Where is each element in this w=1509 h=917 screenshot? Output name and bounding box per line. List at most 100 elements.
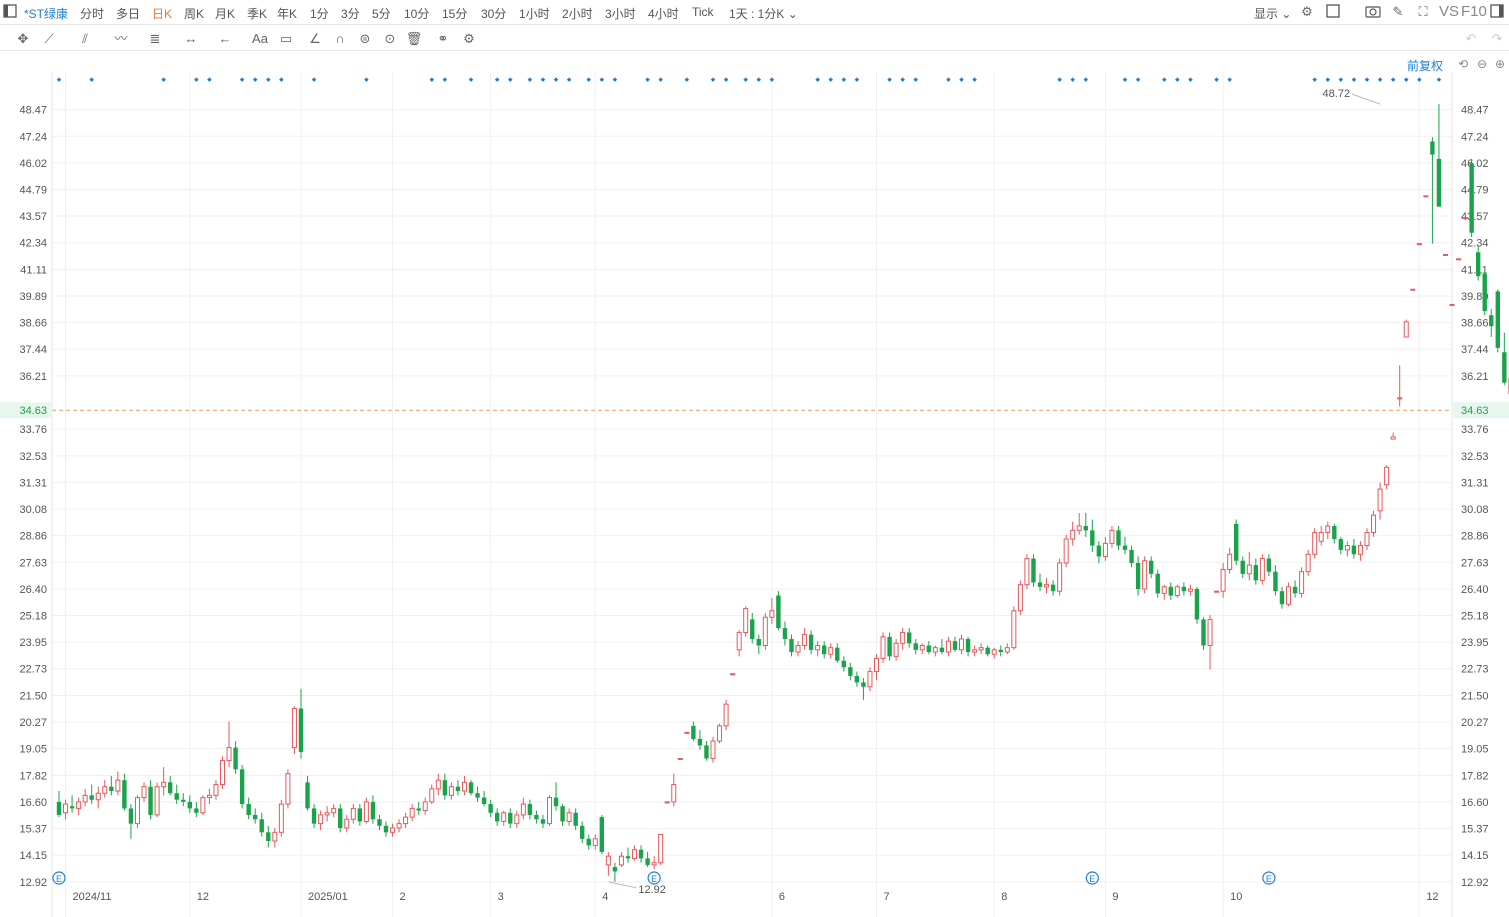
signal-dot — [279, 77, 284, 82]
period-tab-1[interactable]: 多日 — [116, 7, 141, 21]
text-tool-icon[interactable]: Aa — [252, 31, 268, 46]
period-tab-13[interactable]: 1小时 — [519, 7, 550, 21]
vs-button[interactable]: VS — [1439, 3, 1460, 20]
signal-dot — [946, 77, 951, 82]
candle-body — [658, 833, 664, 864]
candle-body — [338, 808, 343, 828]
fullscreen-icon[interactable]: ⛶ — [1418, 4, 1428, 19]
top-toolbar: *ST绿康 分时 多日 日K 周K 月K 季K 年K 1分 3分 5分 10分 15分 30分 1小时 2小… — [0, 0, 1509, 25]
candle-body — [416, 808, 421, 811]
measure-tool-icon[interactable]: ↔ — [184, 31, 198, 46]
candle-body — [475, 793, 480, 798]
comment-tool-icon[interactable]: ▭ — [279, 31, 293, 46]
chevron-down-icon: ⌄ — [1281, 7, 1292, 21]
candle-body — [1116, 530, 1121, 546]
window-icon[interactable] — [1325, 4, 1341, 20]
signal-dot — [1417, 77, 1422, 82]
period-tab-11[interactable]: 15分 — [442, 7, 468, 21]
layers-icon[interactable]: ⊜ — [359, 31, 371, 46]
eye-icon[interactable]: ⊙ — [384, 31, 396, 46]
symbol-name[interactable]: *ST绿康 — [24, 7, 69, 21]
line-tool-icon[interactable]: ⟋ — [44, 31, 54, 46]
period-tab-7[interactable]: 1分 — [310, 7, 329, 21]
period-tab-4[interactable]: 月K — [215, 7, 236, 21]
period-tab-15[interactable]: 3小时 — [605, 7, 636, 21]
f10-button[interactable]: F10 — [1461, 3, 1487, 20]
candle-body — [1017, 584, 1023, 612]
zoom-in-icon[interactable]: ⊕ — [1494, 57, 1506, 71]
period-tab-3[interactable]: 周K — [184, 7, 205, 21]
period-tab-12[interactable]: 30分 — [481, 7, 507, 21]
channel-tool-icon[interactable]: ⫽ — [82, 31, 88, 46]
candlestick-chart[interactable]: 48.47 48.47 47.24 47.24 46.02 46.02 44.79 44.79… — [0, 52, 1509, 917]
candle-body — [1194, 589, 1200, 620]
redo-icon[interactable]: ↷ — [1491, 31, 1503, 46]
signal-dot — [612, 77, 618, 82]
period-tab-2[interactable]: 日K — [152, 7, 173, 21]
period-tab-0[interactable]: 分时 — [80, 7, 105, 21]
signal-dot — [645, 77, 650, 82]
candle-body — [599, 817, 605, 852]
period-tab-5[interactable]: 季K — [247, 7, 268, 21]
camera-icon[interactable] — [1365, 4, 1381, 20]
event-marker[interactable] — [1262, 871, 1276, 885]
arrow-tool-icon[interactable]: ← — [218, 31, 232, 46]
y-tick-label-right: 23.95 — [1461, 637, 1489, 649]
undo-icon[interactable]: ↶ — [1465, 31, 1477, 46]
wave-tool-icon[interactable]: 〰 — [114, 31, 128, 46]
period-tab-14[interactable]: 2小时 — [562, 7, 593, 21]
signal-dot — [710, 77, 716, 82]
angle-tool-icon[interactable]: ∠ — [309, 31, 321, 46]
candle-body — [148, 786, 153, 815]
fib-tool-icon[interactable]: ≣ — [149, 31, 161, 46]
candle-body — [246, 804, 251, 815]
candle-body — [220, 760, 225, 786]
adjust-mode-button[interactable]: 前复权 — [1407, 59, 1444, 73]
layout-icon[interactable] — [1489, 4, 1505, 20]
period-tab-18[interactable]: 1天 : 1分K ⌄ — [729, 7, 798, 21]
candle-body — [756, 638, 761, 646]
zoom-out-icon[interactable]: ⊖ — [1476, 57, 1488, 71]
y-tick-label-right: 14.15 — [1461, 850, 1489, 862]
candle-body — [1181, 586, 1187, 592]
reset-icon[interactable]: ⟲ — [1457, 57, 1469, 71]
y-tick-label-left: 17.82 — [19, 770, 47, 782]
signal-dot — [1390, 77, 1396, 82]
candle-body — [1155, 573, 1160, 594]
event-marker[interactable] — [1085, 871, 1099, 885]
event-marker[interactable] — [647, 871, 661, 885]
candle-body — [403, 816, 409, 825]
candle-body — [324, 812, 330, 816]
x-tick-label: 3 — [498, 891, 504, 903]
gear-icon[interactable]: ⚙ — [463, 31, 475, 46]
move-cross-icon[interactable]: ✥ — [17, 31, 29, 46]
candle-body — [1083, 526, 1088, 531]
candle-body — [750, 619, 755, 639]
candle-body — [305, 782, 310, 809]
candle-body — [998, 649, 1003, 653]
period-tab-17[interactable]: Tick — [692, 5, 714, 19]
trash-icon[interactable]: 🗑 — [405, 31, 423, 46]
period-tab-16[interactable]: 4小时 — [648, 7, 679, 21]
magnet-icon[interactable]: ∩ — [335, 31, 345, 46]
period-tab-8[interactable]: 3分 — [341, 7, 360, 21]
candle-body — [1495, 291, 1500, 348]
settings-gear-icon[interactable]: ⚙ — [1301, 4, 1313, 19]
period-tab-10[interactable]: 10分 — [404, 7, 430, 21]
period-tab-9[interactable]: 5分 — [372, 7, 391, 21]
candle-body — [848, 667, 853, 676]
display-menu[interactable]: 显示 ⌄ — [1254, 5, 1291, 22]
pen-icon[interactable]: ✎ — [1392, 4, 1404, 19]
period-tab-6[interactable]: 年K — [277, 7, 298, 21]
link-icon[interactable]: ⚭ — [437, 31, 449, 46]
candle-body — [586, 838, 591, 846]
high-annotation-leader — [1351, 93, 1381, 105]
candle-body — [213, 784, 219, 796]
signal-dot — [1436, 77, 1442, 82]
signal-dot — [540, 77, 546, 82]
sidebar-toggle-icon[interactable] — [2, 4, 18, 20]
candle-body — [945, 640, 951, 653]
candle-body — [233, 747, 238, 770]
event-marker[interactable] — [52, 871, 66, 885]
candle-body — [919, 644, 925, 651]
